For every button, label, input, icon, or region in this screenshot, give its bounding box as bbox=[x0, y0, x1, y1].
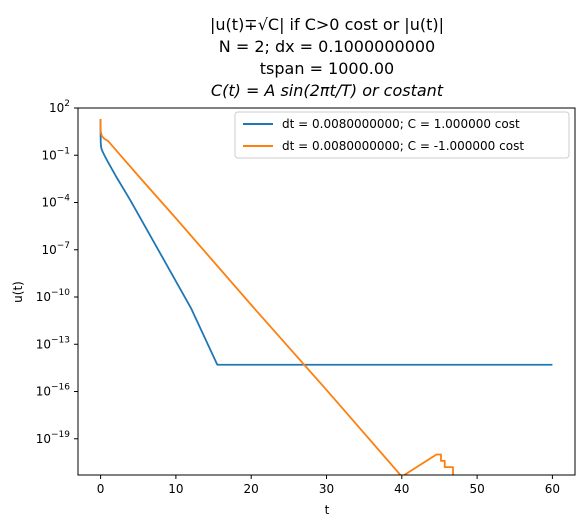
y-axis: 102 10−1 10−4 10−7 10−10 10−13 10−16 10−19 bbox=[36, 99, 78, 446]
y-tick-label: 10−7 bbox=[41, 241, 70, 257]
y-tick-label: 10−1 bbox=[41, 146, 70, 162]
title-line-4: C(t) = A sin(2πt/T) or costant bbox=[211, 81, 444, 100]
title-line-3: tspan = 1000.00 bbox=[260, 59, 394, 78]
y-axis-label: u(t) bbox=[11, 281, 25, 303]
series-line-1 bbox=[99, 119, 553, 366]
series-layer bbox=[99, 119, 553, 475]
title-line-2: N = 2; dx = 0.1000000000 bbox=[219, 37, 435, 56]
x-tick-label: 10 bbox=[168, 482, 183, 496]
x-tick-label: 60 bbox=[545, 482, 560, 496]
series-line-2 bbox=[99, 119, 454, 475]
x-axis-label: t bbox=[325, 503, 330, 517]
x-axis: 0 10 20 30 40 50 60 bbox=[97, 475, 560, 496]
legend-label-series-1: dt = 0.0080000000; C = 1.000000 cost bbox=[282, 117, 520, 131]
legend-label-series-2: dt = 0.0080000000; C = -1.000000 cost bbox=[282, 139, 524, 153]
x-tick-label: 50 bbox=[469, 482, 484, 496]
y-tick-label: 10−10 bbox=[36, 288, 71, 304]
x-tick-label: 20 bbox=[244, 482, 259, 496]
x-tick-label: 30 bbox=[319, 482, 334, 496]
y-tick-label: 10−13 bbox=[36, 335, 70, 351]
y-tick-label: 10−16 bbox=[36, 383, 71, 399]
x-tick-label: 40 bbox=[394, 482, 409, 496]
y-tick-label: 10−4 bbox=[41, 194, 70, 210]
y-tick-label: 10−19 bbox=[36, 430, 71, 446]
legend: dt = 0.0080000000; C = 1.000000 cost dt … bbox=[234, 111, 570, 159]
y-tick-label: 102 bbox=[49, 99, 70, 115]
chart-title: |u(t)∓√C| if C>0 cost or |u(t)| N = 2; d… bbox=[210, 15, 444, 100]
legend-box bbox=[234, 111, 570, 159]
x-tick-label: 0 bbox=[97, 482, 105, 496]
title-line-1: |u(t)∓√C| if C>0 cost or |u(t)| bbox=[210, 15, 444, 34]
plot-frame bbox=[77, 107, 576, 476]
